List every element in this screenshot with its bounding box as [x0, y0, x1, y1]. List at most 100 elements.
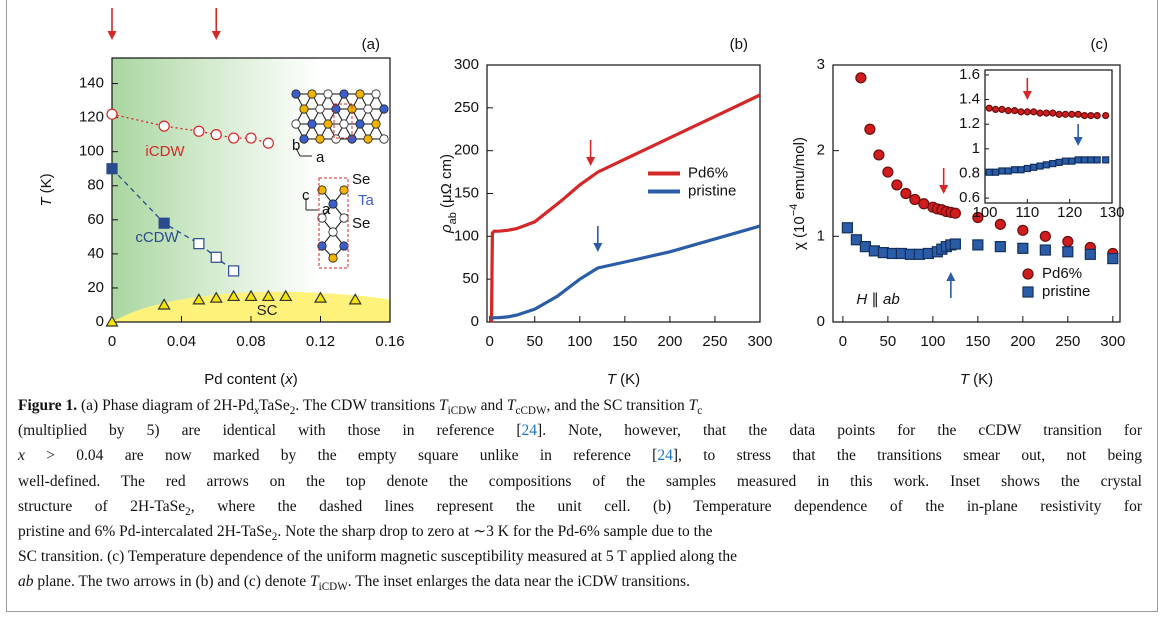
x-tick-label: 110	[1015, 204, 1039, 221]
caption-run: pristine and 6% Pd-intercalated 2H-TaSe	[18, 522, 272, 540]
caption-run: (a) Phase diagram of 2H-Pd	[77, 397, 255, 414]
marker	[262, 137, 274, 149]
legend-label: pristine	[1042, 283, 1090, 300]
atom	[323, 119, 333, 129]
unit-cell	[333, 103, 353, 139]
x-tick-label: 0	[486, 333, 494, 350]
marker	[994, 218, 1006, 230]
arrow-head	[1073, 137, 1083, 146]
atom	[291, 119, 301, 129]
x-tick-label: 150	[612, 333, 637, 350]
x-tick-label: 0.04	[167, 333, 196, 350]
x-tick-label: 0.08	[236, 333, 265, 350]
marker	[994, 241, 1006, 253]
marker	[991, 168, 1000, 176]
atom	[339, 241, 349, 251]
marker	[1011, 166, 1019, 174]
inset-label: a	[322, 201, 331, 218]
label-run: T	[607, 371, 618, 388]
marker	[998, 167, 1006, 175]
caption-run: 24	[657, 447, 673, 465]
marker	[949, 238, 961, 250]
marker	[1017, 224, 1029, 236]
marker	[1023, 164, 1031, 173]
y-axis-label: χ (10−4 emu/mol)	[788, 137, 808, 250]
marker	[1068, 110, 1076, 118]
y-tick-label: 140	[79, 75, 104, 92]
marker	[1074, 110, 1082, 118]
guide-line	[111, 168, 235, 272]
marker	[1017, 166, 1025, 174]
atom	[307, 119, 317, 129]
label-run: (K)	[616, 371, 640, 388]
marker	[1039, 244, 1051, 256]
marker	[1022, 286, 1034, 298]
inset-label: Ta	[358, 192, 375, 209]
marker	[157, 298, 171, 310]
data-line	[490, 224, 761, 321]
marker	[949, 207, 961, 219]
marker	[1023, 108, 1031, 116]
caption-run: plane. The two arrows in (b) and (c) den…	[33, 573, 310, 591]
label-run: ab	[447, 212, 459, 224]
y-tick-label: 0	[817, 313, 825, 330]
y-axis-label: T (K)	[38, 173, 55, 206]
y-tick-label: 300	[454, 56, 479, 73]
caption-run: ]. Note, however, that the data points f…	[537, 422, 1143, 440]
marker	[1062, 246, 1074, 258]
caption-run: . The inset enlarges the data near the i…	[347, 573, 690, 591]
x-tick-label: 0	[839, 333, 847, 350]
x-tick-label: 100	[920, 333, 945, 350]
caption-run: iCDW	[447, 405, 477, 418]
x-tick-label: 0.12	[306, 333, 335, 350]
marker	[228, 132, 240, 144]
marker	[1042, 109, 1050, 117]
marker	[1055, 158, 1063, 166]
atom	[339, 185, 349, 195]
marker	[1042, 161, 1050, 169]
y-tick-label: 1.6	[959, 66, 980, 83]
caption-line: (multiplied by 5) are identical with tho…	[18, 418, 1142, 443]
marker	[882, 166, 894, 178]
y-tick-label: 3	[817, 56, 825, 73]
legend-label: Pd6%	[688, 164, 728, 181]
panel-label: (a)	[362, 36, 380, 53]
atom	[339, 213, 349, 223]
marker	[1011, 107, 1019, 115]
caption-run: cCDW	[515, 405, 547, 418]
label-run: −4	[788, 204, 800, 217]
marker	[105, 315, 119, 327]
caption-run: T	[688, 397, 698, 414]
caption-line: structure of 2H-TaSe2, where the dashed …	[18, 494, 1142, 519]
y-axis-label: ρab (μΩ cm)	[438, 154, 459, 234]
y-tick-label: 0	[96, 313, 104, 330]
atom	[291, 89, 301, 99]
annotation: H ∥ ab	[856, 291, 899, 308]
label-run: H	[856, 291, 867, 308]
marker	[158, 120, 170, 132]
x-tick-label: 250	[702, 333, 727, 350]
plot-frame	[832, 64, 1121, 323]
label-run: ρ	[438, 224, 455, 234]
marker	[279, 289, 293, 302]
figure-frame	[6, 0, 1158, 612]
marker	[227, 289, 241, 302]
caption-run: iCDW	[318, 581, 348, 594]
caption-line: ab plane. The two arrows in (b) and (c) …	[18, 569, 1142, 594]
marker	[193, 125, 205, 137]
x-tick-label: 50	[526, 333, 543, 350]
x-tick-label: 130	[1099, 204, 1124, 221]
x-tick-label: 0.16	[375, 333, 404, 350]
marker	[972, 239, 984, 251]
caption-run: T	[309, 573, 319, 591]
marker	[900, 187, 912, 200]
marker	[841, 222, 853, 234]
atom	[299, 104, 309, 114]
label-run: T	[38, 196, 55, 207]
marker	[855, 72, 867, 84]
marker	[1084, 248, 1096, 260]
label-run: χ (10	[791, 216, 808, 250]
marker	[210, 251, 222, 263]
label-run: (μΩ cm)	[438, 154, 455, 212]
marker	[261, 289, 275, 302]
